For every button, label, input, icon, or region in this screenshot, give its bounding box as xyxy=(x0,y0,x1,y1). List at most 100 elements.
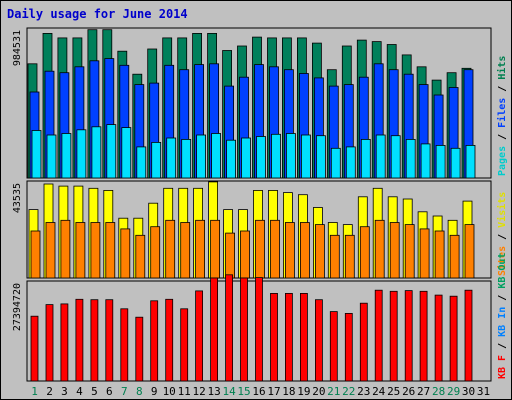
bar-hits-pages-1 xyxy=(31,130,42,179)
bar-hits-pages-2 xyxy=(46,134,57,179)
bar-hits-pages-18 xyxy=(285,133,296,179)
bar-kbytes-kb-f-20 xyxy=(314,299,323,382)
bar-visits-sites-2 xyxy=(45,222,56,279)
bar-visits-sites-7 xyxy=(120,228,131,279)
x-tick-label-13: 13 xyxy=(207,385,220,398)
bar-hits-pages-13 xyxy=(211,133,222,179)
bar-visits-sites-16 xyxy=(255,219,265,279)
bar-hits-pages-11 xyxy=(181,138,192,179)
bar-visits-sites-9 xyxy=(150,226,161,279)
bar-visits-sites-12 xyxy=(195,219,206,279)
legend-part-kb-f: KB F xyxy=(497,355,508,379)
bar-visits-sites-8 xyxy=(135,234,146,279)
legend-part-sites: Sites xyxy=(496,246,508,276)
bar-hits-pages-19 xyxy=(300,134,311,179)
x-tick-label-14: 14 xyxy=(222,385,236,398)
chart-title: Daily usage for June 2014 xyxy=(7,7,188,21)
bar-kbytes-kb-f-27 xyxy=(419,290,428,382)
x-tick-label-2: 2 xyxy=(46,385,53,398)
bar-hits-pages-5 xyxy=(91,126,102,179)
legend-label-hits: Pages / Files / Hits xyxy=(496,56,508,176)
bar-kbytes-kb-f-14 xyxy=(225,274,234,382)
bar-visits-sites-23 xyxy=(359,226,370,279)
bar-kbytes-kb-f-29 xyxy=(449,295,458,382)
legend-part-files: Files xyxy=(496,98,508,128)
bar-visits-sites-30 xyxy=(464,224,475,279)
bar-hits-pages-20 xyxy=(315,135,326,179)
bar-visits-sites-15 xyxy=(240,230,250,279)
x-tick-label-12: 12 xyxy=(192,385,205,398)
bar-kbytes-kb-f-26 xyxy=(404,290,413,382)
bar-visits-sites-19 xyxy=(299,222,310,279)
bar-visits-sites-17 xyxy=(270,219,280,279)
bar-visits-sites-10 xyxy=(165,219,176,279)
legend-part-hits: Hits xyxy=(496,56,508,80)
bar-visits-sites-18 xyxy=(284,222,295,279)
bar-hits-pages-8 xyxy=(136,146,147,179)
bar-hits-pages-16 xyxy=(256,136,266,179)
x-tick-label-17: 17 xyxy=(267,385,280,398)
bar-visits-sites-27 xyxy=(419,228,430,279)
bar-visits-sites-21 xyxy=(329,234,340,279)
bar-visits-sites-5 xyxy=(90,222,101,279)
bar-hits-pages-26 xyxy=(405,138,416,179)
x-tick-label-21: 21 xyxy=(327,385,340,398)
max-label-kbytes: 27394720 xyxy=(12,283,23,331)
max-label-hits: 984531 xyxy=(12,30,23,66)
bar-visits-sites-24 xyxy=(374,219,385,279)
bar-visits-sites-22 xyxy=(344,234,355,279)
x-tick-label-28: 28 xyxy=(432,385,445,398)
bar-hits-pages-15 xyxy=(241,137,251,179)
bar-hits-pages-10 xyxy=(166,137,177,179)
bar-hits-pages-28 xyxy=(435,144,446,179)
legend-label-visits: Sites / Visits xyxy=(496,192,508,276)
bar-kbytes-kb-f-11 xyxy=(180,308,189,382)
bar-hits-pages-3 xyxy=(61,133,72,179)
bar-kbytes-kb-f-4 xyxy=(75,298,84,382)
bar-hits-pages-29 xyxy=(450,147,461,179)
bar-kbytes-kb-f-30 xyxy=(464,289,473,382)
bar-visits-sites-26 xyxy=(404,224,415,279)
x-tick-label-6: 6 xyxy=(106,385,113,398)
bar-kbytes-kb-f-16 xyxy=(255,277,263,382)
bar-hits-pages-6 xyxy=(106,124,117,179)
x-tick-label-15: 15 xyxy=(237,385,250,398)
bar-kbytes-kb-f-12 xyxy=(195,290,204,382)
x-tick-label-26: 26 xyxy=(402,385,415,398)
x-tick-label-11: 11 xyxy=(178,385,191,398)
bar-kbytes-kb-f-23 xyxy=(359,302,368,382)
x-tick-label-22: 22 xyxy=(342,385,355,398)
bar-hits-pages-22 xyxy=(345,146,356,179)
x-tick-label-25: 25 xyxy=(387,385,400,398)
legend-label-kbytes: KB F / KB In / KB Out xyxy=(497,253,508,379)
bar-kbytes-kb-f-17 xyxy=(270,292,278,382)
x-tick-label-18: 18 xyxy=(282,385,295,398)
bar-kbytes-kb-f-21 xyxy=(329,311,338,382)
bar-visits-sites-4 xyxy=(75,222,86,279)
bar-hits-pages-23 xyxy=(360,138,371,179)
x-tick-label-20: 20 xyxy=(312,385,325,398)
bar-kbytes-kb-f-7 xyxy=(120,308,129,382)
bar-kbytes-kb-f-5 xyxy=(90,299,99,382)
bar-visits-sites-29 xyxy=(449,234,460,279)
bar-kbytes-kb-f-3 xyxy=(60,303,69,382)
bar-hits-pages-30 xyxy=(465,144,476,179)
x-tick-label-3: 3 xyxy=(61,385,68,398)
bar-kbytes-kb-f-28 xyxy=(434,294,443,382)
bar-visits-sites-6 xyxy=(105,222,116,279)
x-tick-label-23: 23 xyxy=(357,385,370,398)
legend-part-kb-in: KB In xyxy=(497,307,508,337)
bar-kbytes-kb-f-25 xyxy=(389,290,398,382)
bar-kbytes-kb-f-1 xyxy=(30,315,39,382)
bar-hits-pages-9 xyxy=(151,141,162,179)
bar-visits-sites-13 xyxy=(210,219,221,279)
max-label-visits: 43535 xyxy=(12,183,23,213)
x-tick-label-19: 19 xyxy=(297,385,310,398)
bar-hits-pages-17 xyxy=(271,133,281,179)
bar-visits-sites-20 xyxy=(314,224,325,279)
bar-visits-sites-3 xyxy=(60,219,71,279)
bar-kbytes-kb-f-15 xyxy=(240,277,248,382)
x-tick-label-9: 9 xyxy=(151,385,158,398)
bar-kbytes-kb-f-2 xyxy=(45,304,54,382)
